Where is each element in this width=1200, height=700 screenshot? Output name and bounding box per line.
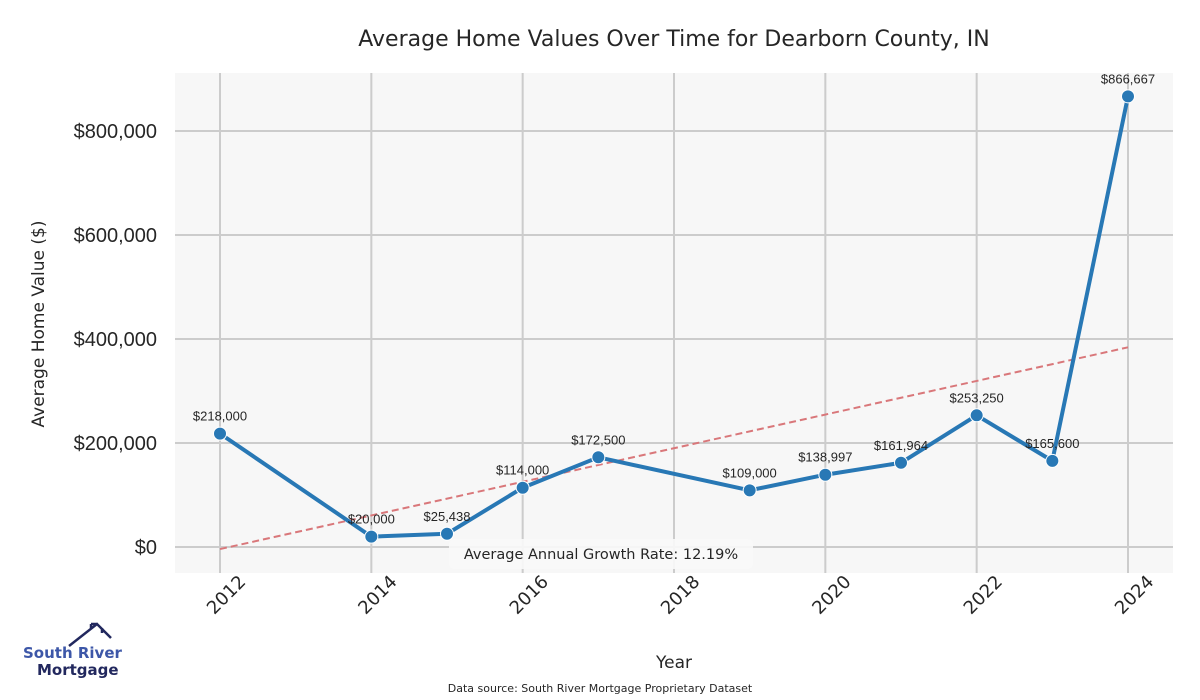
x-tick-label: 2016	[506, 571, 553, 618]
data-point	[894, 455, 908, 470]
x-tick-label: 2020	[808, 571, 855, 618]
data-point	[515, 480, 530, 495]
data-label: $109,000	[723, 465, 777, 480]
data-label: $165,600	[1025, 436, 1079, 451]
y-tick-labels: $0 $200,000 $400,000 $600,000 $800,000	[74, 121, 157, 559]
south-river-mortgage-logo: South River Mortgage	[23, 622, 123, 679]
data-point	[440, 526, 454, 541]
data-point	[213, 426, 227, 441]
logo-text-line1: South River	[23, 644, 123, 662]
data-point	[591, 450, 606, 465]
house-roof-icon	[68, 622, 112, 647]
data-label: $25,438	[424, 509, 471, 524]
data-label: $20,000	[348, 512, 395, 527]
data-point	[364, 529, 379, 544]
data-labels: $218,000 $20,000 $25,438 $114,000 $172,500 $1…	[193, 71, 1155, 526]
grid	[175, 73, 1173, 573]
y-tick-label: $800,000	[74, 121, 157, 143]
data-source-note: Data source: South River Mortgage Propri…	[448, 682, 753, 695]
data-label: $161,964	[874, 438, 928, 453]
y-axis-label: Average Home Value ($)	[29, 221, 49, 428]
x-tick-label: 2012	[203, 571, 250, 618]
y-tick-label: $0	[135, 537, 157, 559]
data-label: $172,500	[571, 432, 625, 447]
data-label: $866,667	[1101, 71, 1155, 86]
chart-title: Average Home Values Over Time for Dearbo…	[358, 27, 989, 52]
growth-annotation-box	[449, 539, 753, 569]
x-tick-label: 2018	[657, 571, 704, 618]
series	[213, 89, 1135, 544]
logo-text-line2: Mortgage	[37, 661, 119, 679]
growth-annotation-text: Average Annual Growth Rate: 12.19%	[464, 547, 738, 563]
trendline-path	[219, 346, 1129, 551]
y-tick-label: $600,000	[74, 225, 157, 247]
data-point	[1121, 89, 1135, 104]
y-tick-label: $400,000	[74, 329, 157, 351]
x-tick-label: 2014	[354, 571, 401, 618]
growth-annotation: Average Annual Growth Rate: 12.19%	[449, 539, 753, 569]
data-point	[1045, 453, 1060, 468]
x-tick-labels: 2012 2014 2016 2018 2020 2022 2024	[203, 571, 1158, 618]
data-label: $253,250	[950, 390, 1004, 405]
trendline	[219, 346, 1129, 551]
y-tick-label: $200,000	[74, 433, 157, 455]
data-label: $218,000	[193, 409, 247, 424]
data-point	[742, 483, 757, 498]
data-label: $114,000	[496, 463, 549, 478]
x-axis-label: Year	[655, 653, 692, 673]
data-label: $138,997	[798, 450, 852, 465]
x-tick-label: 2022	[960, 571, 1007, 618]
data-point	[969, 408, 984, 423]
x-tick-label: 2024	[1111, 571, 1158, 618]
data-point	[818, 467, 833, 482]
